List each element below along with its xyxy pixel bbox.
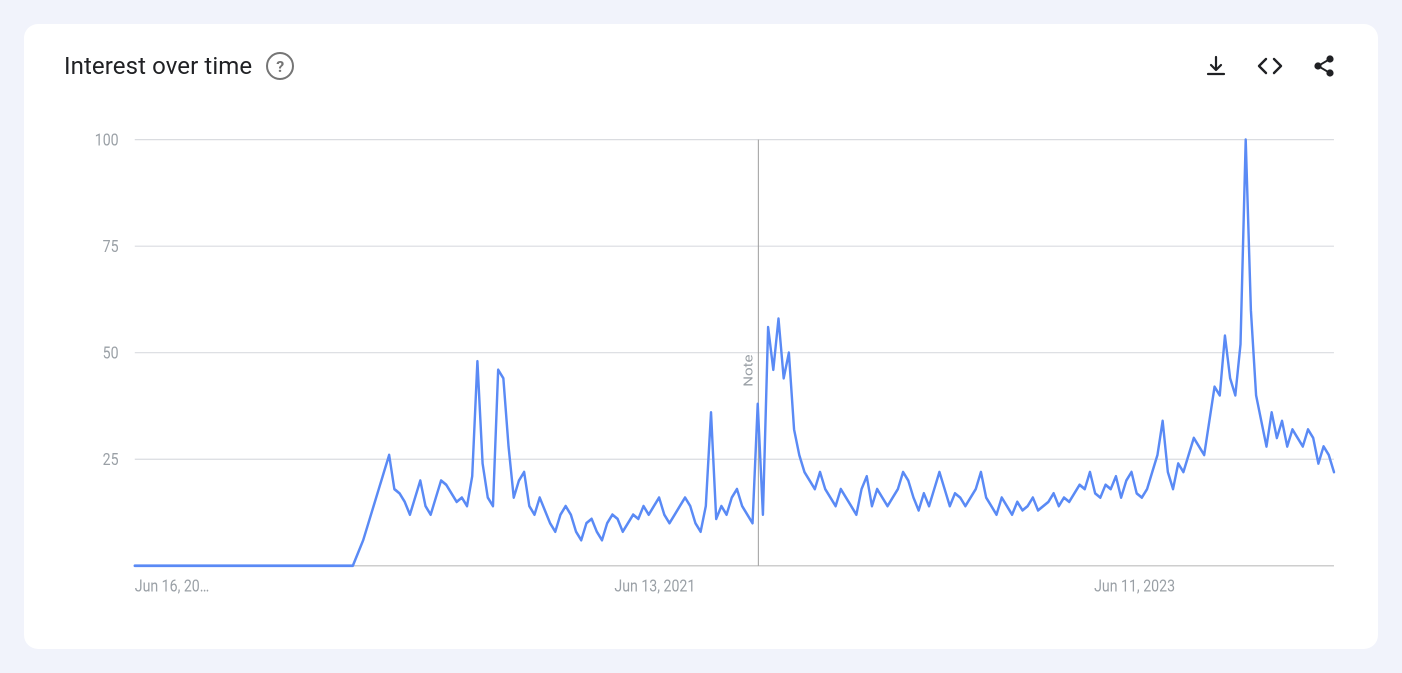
x-tick-label: Jun 11, 2023 (1094, 576, 1175, 595)
x-tick-label: Jun 16, 20… (135, 576, 209, 595)
y-tick-label: 75 (103, 237, 119, 256)
interest-over-time-card: Interest over time ? (24, 24, 1378, 649)
interest-chart: 25 50 75 100 Note Jun 16, 20… Jun 13, 2021 Jun … (64, 128, 1338, 617)
help-icon[interactable]: ? (266, 52, 294, 80)
x-tick-label: Jun 13, 2021 (614, 576, 695, 595)
y-tick-label: 100 (95, 131, 119, 150)
y-tick-label: 25 (103, 450, 119, 469)
y-tick-label: 50 (103, 344, 119, 363)
share-icon[interactable] (1310, 52, 1338, 80)
title-group: Interest over time ? (64, 52, 294, 80)
action-group (1202, 52, 1338, 80)
card-title: Interest over time (64, 52, 252, 80)
note-label: Note (741, 354, 756, 386)
card-header: Interest over time ? (64, 52, 1338, 80)
download-icon[interactable] (1202, 52, 1230, 80)
embed-icon[interactable] (1256, 52, 1284, 80)
